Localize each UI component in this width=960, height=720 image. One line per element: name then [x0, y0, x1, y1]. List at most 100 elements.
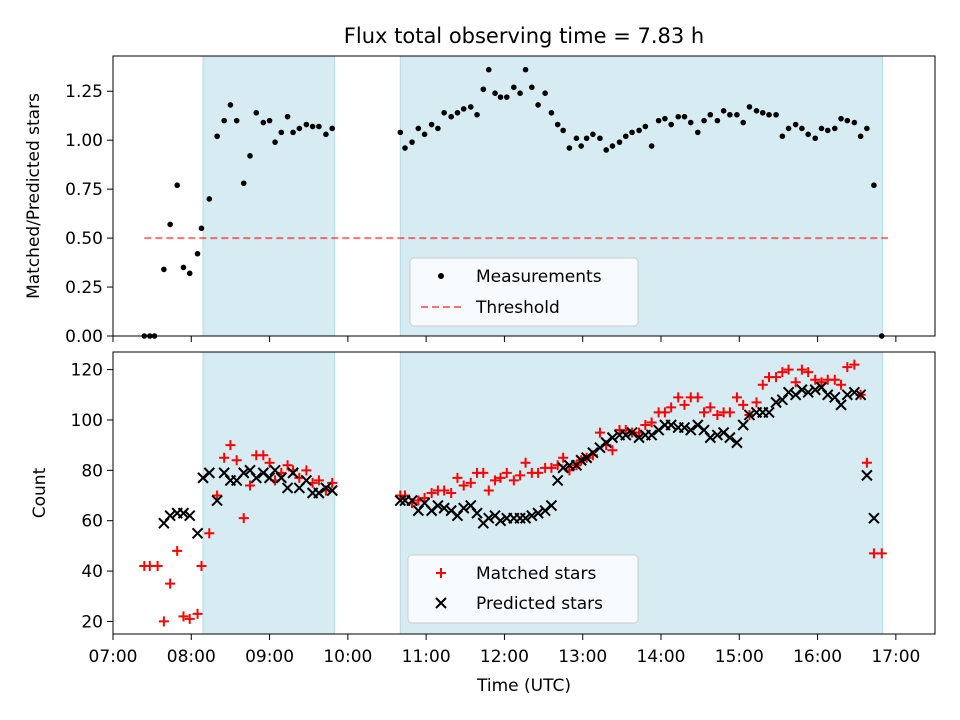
- matched-star-point: [301, 465, 312, 476]
- legend-measurements-marker: [438, 273, 444, 279]
- bottom-y-ticks: 20 40 60 80 100 120: [71, 361, 113, 632]
- predicted-star-point: [432, 499, 444, 512]
- measurement-point: [522, 66, 529, 73]
- x-tick-label: 12:00: [480, 647, 529, 667]
- measurement-point: [824, 127, 831, 134]
- top-y-ticks: 0.00 0.25 0.50 0.75 1.00 1.25: [65, 82, 113, 347]
- measurement-point: [734, 111, 740, 118]
- measurement-point: [214, 133, 220, 140]
- measurement-point: [785, 125, 792, 132]
- measurement-point: [622, 133, 629, 140]
- matched-star-point: [751, 397, 762, 408]
- measurement-point: [812, 135, 819, 142]
- measurement-point: [303, 121, 310, 128]
- bottom-y-tick-label: 40: [81, 562, 103, 582]
- predicted-star-point: [796, 384, 808, 396]
- measurement-point: [186, 270, 193, 277]
- predicted-star-point: [545, 499, 558, 512]
- top-x-ticks: [112, 336, 897, 342]
- predicted-star-point: [737, 419, 749, 431]
- matched-star-point: [478, 467, 489, 478]
- measurement-point: [720, 108, 727, 114]
- predicted-star-point: [620, 429, 632, 441]
- measurement-point: [662, 115, 668, 122]
- predicted-star-point: [250, 472, 262, 484]
- matched-star-point: [738, 399, 749, 410]
- measurement-point: [247, 153, 253, 159]
- measurement-point: [799, 125, 805, 132]
- measurement-point: [503, 94, 510, 100]
- matched-star-point: [533, 467, 544, 478]
- matched-star-point: [705, 402, 716, 413]
- x-tick-label: 11:00: [402, 647, 451, 667]
- predicted-star-point: [665, 419, 677, 431]
- matched-star-point: [258, 450, 269, 461]
- predicted-star-point: [626, 426, 638, 439]
- bottom-y-tick-label: 20: [81, 612, 103, 632]
- measurement-point: [590, 131, 596, 138]
- measurement-point: [227, 102, 234, 108]
- measurement-point: [636, 127, 642, 134]
- predicted-star-point: [704, 431, 717, 444]
- predicted-star-point: [835, 399, 847, 411]
- measurement-point: [329, 125, 336, 132]
- matched-star-point: [861, 457, 872, 468]
- predicted-star-point: [770, 396, 782, 409]
- measurement-point: [681, 113, 688, 120]
- matched-star-point: [724, 407, 735, 418]
- predicted-star-point: [868, 512, 880, 524]
- predicted-star-point: [861, 469, 873, 482]
- matched-star-point: [219, 452, 230, 463]
- predicted-star-point: [606, 431, 619, 444]
- measurement-point: [167, 221, 173, 228]
- measurement-point: [818, 125, 825, 132]
- matched-star-point: [152, 561, 163, 572]
- predicted-points: [158, 381, 880, 539]
- predicted-star-point: [731, 436, 743, 449]
- matched-star-point: [842, 362, 853, 373]
- top-shaded-interval-0: [202, 55, 336, 337]
- predicted-star-point: [802, 386, 814, 398]
- predicted-star-point: [645, 429, 658, 441]
- measurement-point: [266, 117, 273, 124]
- measurement-point: [609, 143, 616, 149]
- predicted-star-point: [551, 474, 564, 487]
- measurement-point: [838, 115, 844, 122]
- matched-star-point: [458, 480, 469, 491]
- measurement-point: [290, 129, 296, 136]
- predicted-star-point: [678, 421, 691, 434]
- matched-star-point: [231, 455, 242, 466]
- matched-star-point: [816, 377, 827, 388]
- measurement-point: [805, 131, 811, 138]
- predicted-star-point: [191, 527, 204, 539]
- matched-star-point: [158, 616, 169, 627]
- measurement-point: [727, 111, 733, 118]
- measurement-point: [687, 119, 694, 126]
- predicted-star-point: [164, 509, 176, 522]
- measurement-point: [480, 86, 487, 93]
- top-y-tick-label: 0.50: [65, 229, 103, 249]
- matched-points: [139, 359, 887, 627]
- matched-star-point: [465, 477, 476, 488]
- measurement-point: [578, 143, 584, 149]
- predicted-star-point: [587, 447, 599, 459]
- top-y-tick-label: 1.00: [65, 131, 103, 151]
- matched-star-point: [849, 359, 860, 370]
- matched-star-point: [790, 377, 801, 388]
- matched-star-point: [692, 392, 703, 403]
- predicted-star-point: [494, 514, 507, 527]
- top-y-tick-label: 0.00: [65, 327, 103, 347]
- matched-star-point: [204, 528, 215, 539]
- x-tick-label: 14:00: [637, 647, 686, 667]
- bottom-y-tick-label: 60: [81, 512, 103, 532]
- bottom-plot-frame: [112, 351, 936, 635]
- matched-star-point: [192, 608, 203, 619]
- predicted-star-point: [406, 494, 418, 507]
- predicted-star-point: [458, 502, 470, 514]
- matched-star-point: [245, 480, 255, 491]
- measurement-point: [435, 125, 441, 132]
- measurement-point: [284, 113, 291, 120]
- matched-star-point: [508, 475, 519, 486]
- measurement-point: [454, 109, 461, 116]
- matched-star-point: [184, 613, 195, 624]
